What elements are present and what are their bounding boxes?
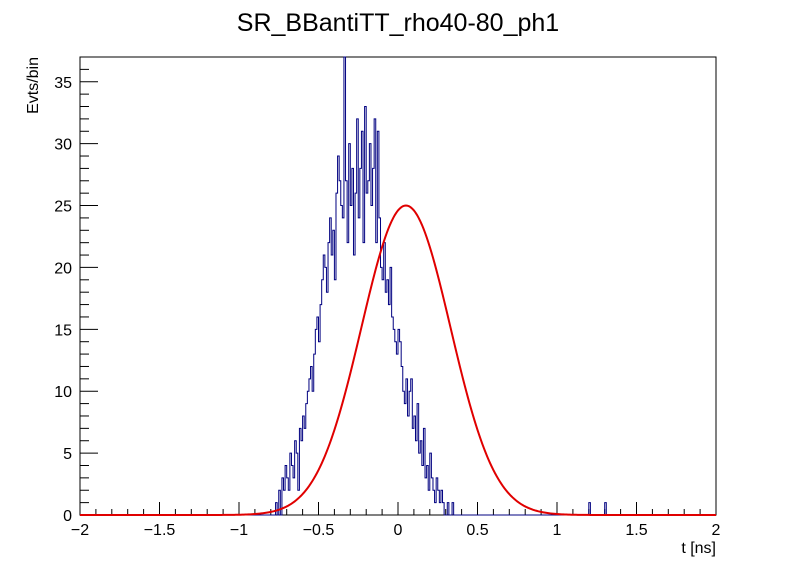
- axes-ticks: [79, 56, 717, 516]
- y-tick-label: 35: [54, 75, 72, 92]
- x-tick-label: −1.5: [144, 522, 176, 539]
- x-tick-label: −2: [71, 522, 89, 539]
- plot-frame: [79, 56, 717, 516]
- histogram-series: [80, 56, 716, 516]
- y-tick-label: 15: [54, 322, 72, 339]
- x-tick-label: −1: [230, 522, 248, 539]
- y-tick-labels: 0 5 10 15 20 25 30 35: [54, 75, 72, 525]
- y-tick-label: 20: [54, 260, 72, 277]
- x-tick-label: 1.5: [625, 522, 647, 539]
- x-tick-labels: −2 −1.5 −1 −0.5 0 0.5 1 1.5 2: [71, 522, 721, 539]
- x-tick-label: 2: [712, 522, 721, 539]
- x-tick-label: 0.5: [466, 522, 488, 539]
- y-tick-label: 10: [54, 384, 72, 401]
- x-tick-label: −0.5: [303, 522, 335, 539]
- x-tick-label: 0: [394, 522, 403, 539]
- chart-title: SR_BBantiTT_rho40-80_ph1: [237, 9, 559, 37]
- y-tick-label: 0: [63, 508, 72, 525]
- y-tick-label: 25: [54, 199, 72, 216]
- y-tick-label: 5: [63, 446, 72, 463]
- x-tick-label: 1: [553, 522, 562, 539]
- y-tick-label: 30: [54, 137, 72, 154]
- y-axis-label: Evts/bin: [25, 57, 42, 114]
- gaussian-fit-curve: [80, 204, 716, 516]
- x-axis-label: t [ns]: [681, 540, 716, 557]
